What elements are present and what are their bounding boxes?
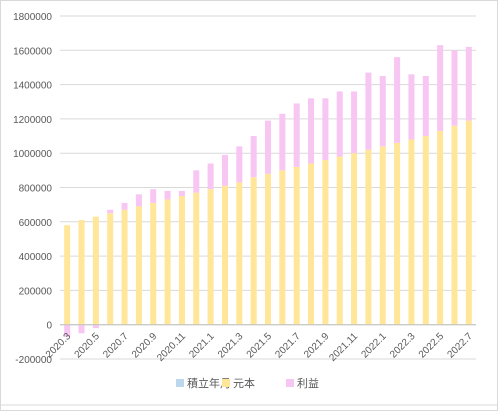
bar-profit	[422, 76, 429, 137]
bar-profit	[365, 72, 372, 150]
bar-profit	[150, 189, 157, 203]
bar-principal	[308, 163, 315, 325]
bar-principal	[394, 142, 401, 325]
x-tick-label: 2020.5	[73, 331, 103, 361]
x-tick-label: 2022.5	[417, 331, 447, 361]
bar-principal	[408, 139, 415, 325]
bar-profit	[193, 170, 200, 193]
bar-profit	[465, 46, 472, 121]
bar-profit	[236, 146, 243, 183]
bar-principal	[164, 199, 171, 325]
bars	[64, 45, 472, 337]
bar-principal	[178, 196, 185, 325]
x-tick-label: 2020.3	[44, 331, 74, 361]
bar-principal	[422, 136, 429, 325]
x-tick-label: 2021.3	[216, 331, 246, 361]
bar-profit	[250, 136, 257, 178]
bar-principal	[379, 146, 386, 325]
legend-label: 積立年月	[187, 376, 231, 390]
bar-profit	[264, 120, 272, 174]
bar-principal	[264, 173, 272, 325]
bar-principal	[293, 166, 300, 325]
bar-profit	[164, 190, 171, 200]
bar-principal	[221, 185, 228, 325]
x-tick-label: 2021.7	[273, 331, 303, 361]
y-tick-label: 1800000	[13, 12, 52, 23]
bar-profit	[221, 154, 228, 186]
bar-principal	[92, 216, 99, 325]
bar-principal	[78, 220, 85, 325]
legend-swatch	[286, 379, 294, 387]
bar-profit	[78, 324, 85, 334]
bar-principal	[64, 225, 71, 325]
bar-profit	[178, 190, 185, 197]
bar-profit	[293, 103, 300, 167]
bar-principal	[107, 213, 114, 325]
y-tick-label: 1600000	[13, 46, 52, 57]
bar-profit	[64, 324, 71, 337]
y-tick-label: 1000000	[13, 149, 52, 160]
bar-profit	[336, 91, 343, 157]
bar-profit	[308, 98, 315, 164]
bar-principal	[207, 189, 214, 325]
bar-profit	[451, 50, 458, 126]
x-tick-label: 2021.1	[187, 331, 217, 361]
bar-principal	[336, 156, 343, 325]
bar-principal	[451, 125, 458, 325]
bar-principal	[437, 130, 444, 325]
x-tick-label: 2020.7	[101, 331, 131, 361]
y-tick-label: -200000	[15, 355, 52, 366]
bar-principal	[121, 209, 128, 325]
bar-profit	[135, 194, 142, 207]
y-tick-label: 600000	[19, 218, 53, 229]
bar-principal	[236, 182, 243, 325]
y-tick-label: 1400000	[13, 81, 52, 92]
bar-profit	[279, 113, 286, 171]
bar-principal	[365, 149, 372, 325]
bar-profit	[408, 74, 415, 140]
bar-profit	[437, 45, 444, 131]
legend-label: 利益	[297, 376, 319, 390]
bar-profit	[92, 324, 99, 329]
legend-swatch	[176, 379, 184, 387]
y-tick-label: 400000	[19, 252, 53, 263]
bar-profit	[121, 202, 128, 210]
x-tick-label: 2022.1	[359, 331, 389, 361]
bar-principal	[279, 170, 286, 325]
bar-principal	[351, 153, 358, 325]
bar-profit	[207, 163, 214, 190]
bar-principal	[465, 120, 472, 325]
bar-principal	[322, 160, 329, 325]
bar-principal	[250, 177, 257, 325]
bar-profit	[322, 98, 329, 161]
legend-label: 元本	[233, 376, 255, 390]
x-tick-label: 2022.3	[388, 331, 418, 361]
y-tick-label: 1200000	[13, 115, 52, 126]
bar-principal	[150, 202, 157, 325]
y-tick-label: 0	[46, 321, 52, 332]
bar-profit	[379, 76, 386, 147]
y-tick-label: 800000	[19, 184, 53, 195]
bar-profit	[394, 57, 401, 143]
x-tick-label: 2022.7	[446, 331, 476, 361]
y-tick-label: 200000	[19, 286, 53, 297]
y-axis: -200000 0 200000 400000 600000 800000 1000000 1…	[13, 12, 52, 366]
bar-principal	[135, 206, 142, 325]
x-tick-label: 2021.5	[245, 331, 275, 361]
legend-swatch	[222, 379, 230, 387]
bar-profit	[351, 91, 358, 154]
bar-profit	[107, 209, 114, 214]
legend: 積立年月 元本 利益	[176, 376, 319, 390]
bar-principal	[193, 192, 200, 325]
